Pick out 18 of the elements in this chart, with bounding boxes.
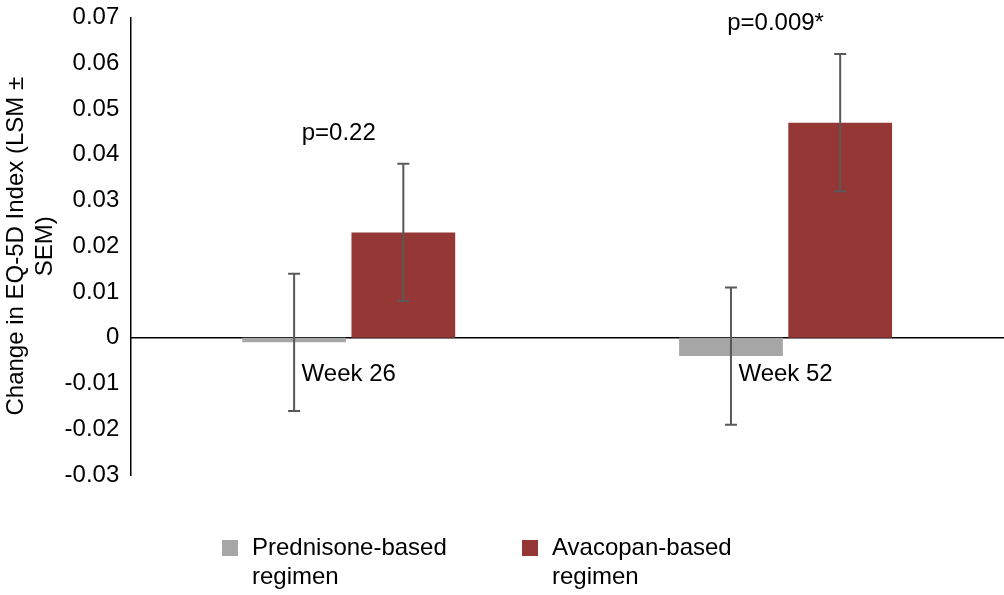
y-tick-label: -0.02 bbox=[64, 413, 120, 441]
y-tick-label: 0.04 bbox=[72, 139, 120, 167]
y-tick-label: 0 bbox=[105, 322, 120, 350]
y-tick-label: 0.06 bbox=[72, 47, 120, 75]
x-tick-label: Week 26 bbox=[301, 358, 396, 386]
y-axis-title: Change in EQ-5D Index (LSM ± SEM) bbox=[1, 76, 57, 416]
x-tick-label: Week 52 bbox=[738, 358, 833, 386]
y-tick-label: 0.03 bbox=[72, 185, 120, 213]
y-tick-label: 0.07 bbox=[72, 2, 120, 30]
annotation: p=0.22 bbox=[301, 117, 376, 145]
legend-label: Avacopan-based regimen bbox=[552, 532, 733, 590]
y-tick-label: 0.02 bbox=[72, 230, 120, 258]
y-tick-label: 0.05 bbox=[72, 93, 120, 121]
annotation: p=0.009* bbox=[727, 8, 824, 36]
y-tick-label: -0.03 bbox=[64, 459, 120, 487]
y-tick-label: -0.01 bbox=[64, 368, 120, 396]
legend-label: Prednisone-based regimen bbox=[252, 532, 448, 590]
y-tick-label: 0.01 bbox=[72, 276, 120, 304]
